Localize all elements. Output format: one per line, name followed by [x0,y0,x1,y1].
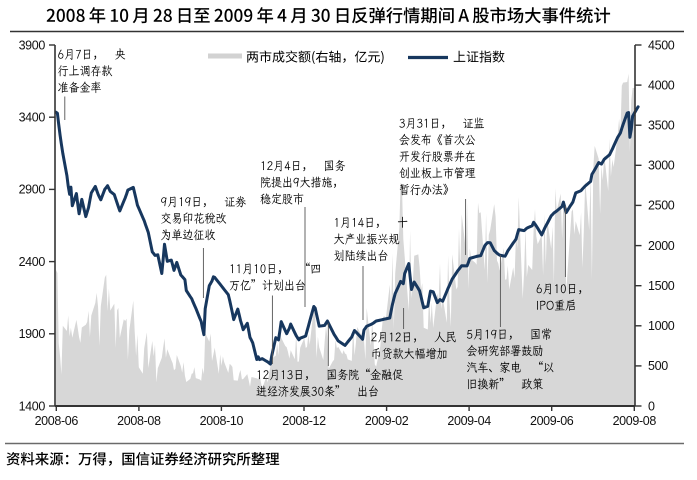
svg-text:0: 0 [648,399,655,413]
svg-text:2400: 2400 [19,255,46,269]
svg-text:2008-10: 2008-10 [200,414,244,428]
svg-text:1900: 1900 [19,327,46,341]
svg-text:1400: 1400 [19,399,46,413]
svg-text:2008-06: 2008-06 [35,414,79,428]
svg-text:3000: 3000 [648,159,675,173]
svg-text:3400: 3400 [19,111,46,125]
svg-text:2008-12: 2008-12 [282,414,326,428]
svg-text:4000: 4000 [648,78,675,92]
svg-text:2000: 2000 [648,239,675,253]
svg-text:500: 500 [648,359,668,373]
svg-text:3500: 3500 [648,119,675,133]
svg-text:2500: 2500 [648,199,675,213]
svg-text:2008-08: 2008-08 [117,414,161,428]
svg-text:4500: 4500 [648,38,675,52]
svg-text:2009-04: 2009-04 [447,414,491,428]
svg-text:1500: 1500 [648,279,675,293]
svg-text:2009-02: 2009-02 [365,414,409,428]
svg-text:2009-06: 2009-06 [530,414,574,428]
svg-text:3900: 3900 [19,38,46,52]
svg-text:1000: 1000 [648,319,675,333]
svg-text:2900: 2900 [19,183,46,197]
svg-text:2009-08: 2009-08 [613,414,657,428]
